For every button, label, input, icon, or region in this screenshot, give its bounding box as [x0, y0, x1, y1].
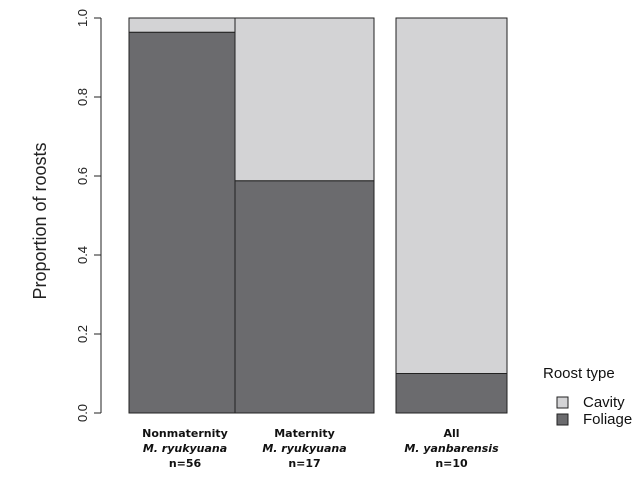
category-label-n: n=17	[288, 457, 320, 470]
category-label-species: M. ryukyuana	[143, 442, 227, 455]
y-tick-label: 0.0	[75, 404, 90, 422]
legend: Roost type Cavity Foliage	[543, 365, 632, 428]
bar-cavity-2	[395, 17, 508, 374]
category-label-line1: Nonmaternity	[142, 427, 228, 440]
category-label-species: M. yanbarensis	[404, 442, 499, 455]
y-tick-label: 0.2	[75, 325, 90, 343]
legend-title: Roost type	[543, 365, 615, 382]
y-tick-label: 0.4	[75, 246, 90, 264]
category-label-line1: Maternity	[274, 427, 335, 440]
y-tick-label: 0.6	[75, 167, 90, 185]
legend-swatch-cavity	[556, 396, 569, 409]
bar-foliage-1	[234, 180, 375, 414]
plot-area: 0.0 0.2 0.4 0.6 0.8 1.0 Nonmaternity M. ryukyua…	[75, 9, 508, 470]
category-label-species: M. ryukyuana	[262, 442, 346, 455]
legend-entry-cavity: Cavity	[556, 394, 625, 411]
legend-label-cavity: Cavity	[583, 394, 625, 411]
y-axis-label: Proportion of roosts	[30, 142, 50, 299]
bar-cavity-1	[234, 17, 375, 182]
category-label-line1: All	[443, 427, 459, 440]
category-label-n: n=10	[435, 457, 468, 470]
y-tick-label: 0.8	[75, 88, 90, 106]
y-tick-label: 1.0	[75, 9, 90, 27]
legend-entry-foliage: Foliage	[556, 411, 632, 428]
legend-label-foliage: Foliage	[583, 411, 632, 428]
category-label-n: n=56	[169, 457, 202, 470]
bar-cavity-0	[128, 17, 242, 33]
bar-foliage-2	[395, 373, 508, 414]
bar-foliage-0	[128, 31, 242, 414]
legend-swatch-foliage	[556, 413, 569, 426]
